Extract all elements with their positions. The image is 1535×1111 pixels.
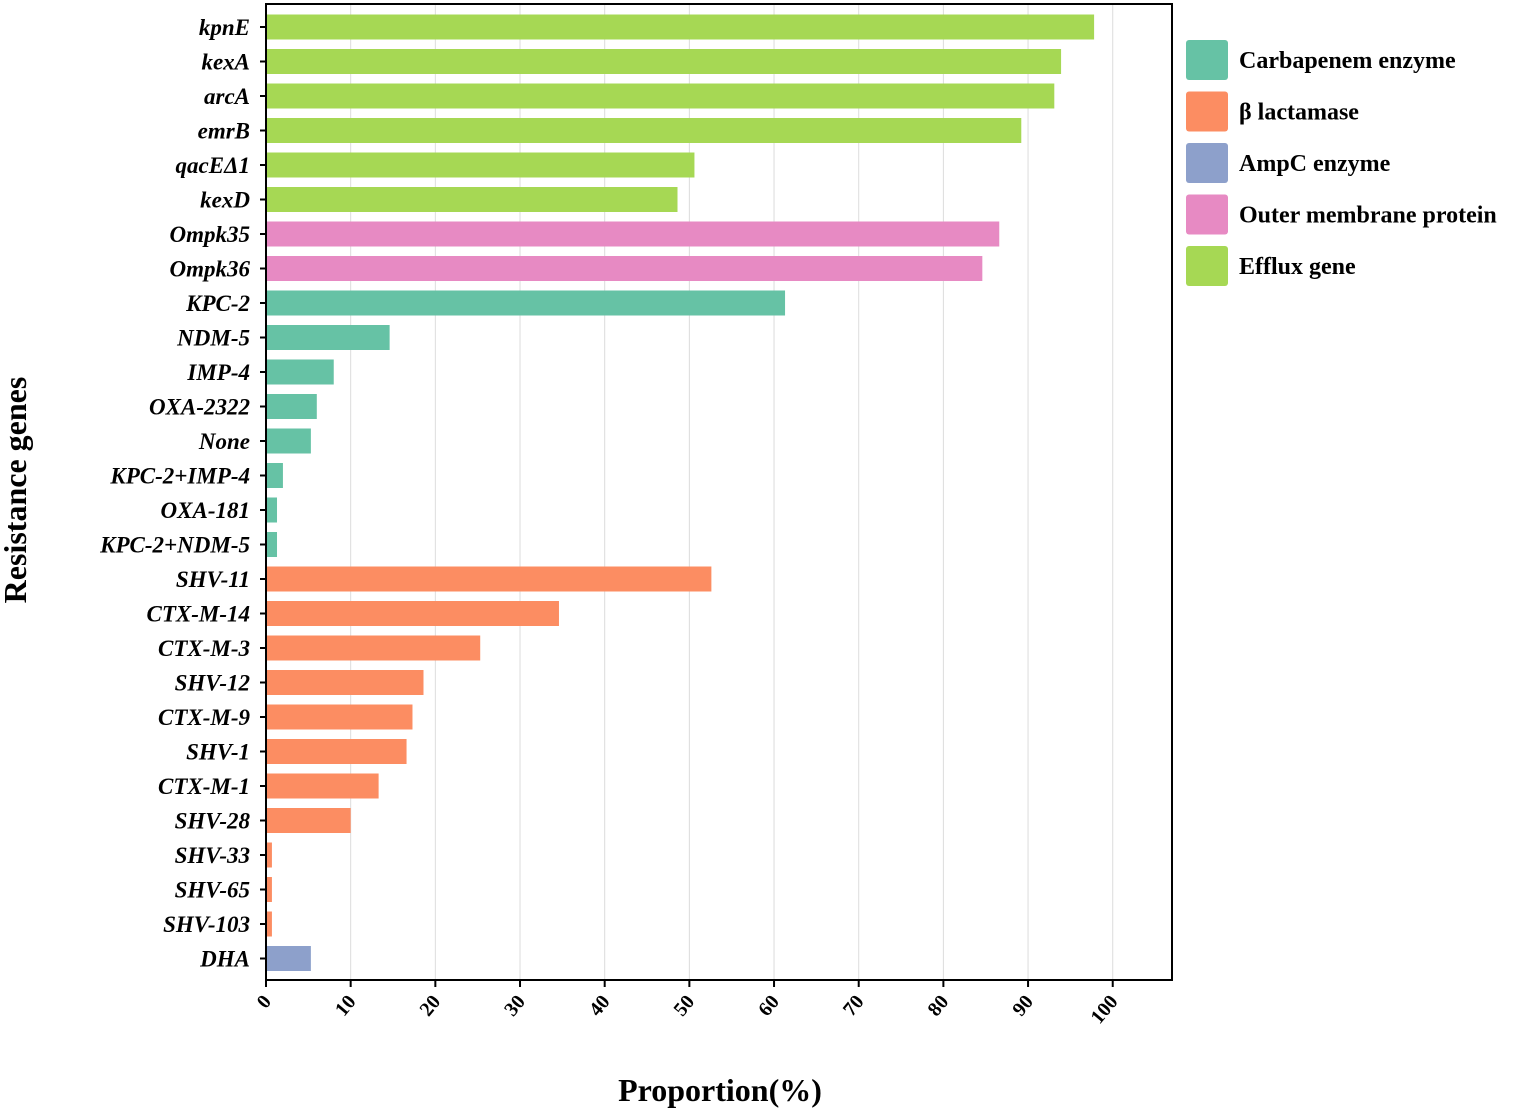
bar-kexa [266, 49, 1062, 74]
y-tick-label: kexD [200, 188, 250, 213]
legend-swatch [1186, 194, 1228, 235]
legend-label: Efflux gene [1239, 254, 1356, 280]
y-tick-label: Ompk35 [170, 222, 251, 247]
bar-shv-1 [266, 739, 407, 764]
bar-ompk35 [266, 221, 1000, 247]
bar-shv-103 [266, 911, 272, 937]
bar-oxa-181 [266, 497, 278, 523]
grid-lines [350, 4, 1114, 980]
y-axis-ticks: kpnE kexA arcA emrB qacEΔ1 kexD Ompk35 Ompk36 KP… [99, 15, 266, 972]
bar-ctx-m-9 [266, 704, 413, 730]
legend-label: Carbapenem enzyme [1239, 48, 1456, 74]
bar-kexd [266, 187, 678, 212]
x-tick-label: 30 [500, 991, 530, 1020]
bar-qace-1 [266, 152, 695, 178]
bar-shv-12 [266, 670, 424, 695]
legend-label: Outer membrane protein [1239, 203, 1497, 229]
legend-swatch [1186, 91, 1228, 132]
y-tick-label: SHV-1 [186, 740, 250, 765]
plot-frame [265, 3, 1173, 981]
y-tick-label: None [198, 429, 250, 454]
y-tick-label: KPC-2+NDM-5 [99, 533, 250, 558]
legend-label: AmpC enzyme [1239, 151, 1391, 177]
x-tick-label: 90 [1008, 991, 1038, 1020]
y-tick-label: arcA [204, 84, 250, 109]
x-tick-label: 70 [839, 991, 869, 1020]
y-tick-label: KPC-2+IMP-4 [109, 464, 250, 489]
y-tick-label: SHV-33 [175, 843, 250, 868]
x-tick-label: 10 [331, 991, 361, 1020]
y-tick-label: kexA [201, 50, 250, 75]
bar-shv-28 [266, 808, 351, 833]
legend-swatch [1186, 143, 1228, 183]
y-tick-label: SHV-11 [176, 567, 250, 592]
x-tick-label: 100 [1086, 991, 1122, 1028]
x-tick-label: 20 [415, 991, 445, 1020]
y-tick-label: CTX-M-14 [147, 602, 251, 627]
bar-shv-11 [266, 566, 712, 592]
x-axis-ticks: 0 10 20 30 40 50 60 70 80 90 100 [253, 980, 1123, 1028]
bar-oxa-2322 [266, 394, 317, 419]
bar-kpc-2 [266, 290, 786, 316]
bar-dha [266, 946, 311, 971]
bar-none [266, 428, 311, 454]
y-tick-label: KPC-2 [185, 291, 250, 316]
legend: Carbapenem enzyme β lactamase AmpC enzyme O… [1186, 40, 1497, 286]
y-tick-label: kpnE [199, 15, 250, 40]
legend-swatch [1186, 40, 1228, 80]
bar-ompk36 [266, 256, 983, 281]
legend-swatch [1186, 246, 1228, 286]
bar-emrb [266, 118, 1022, 143]
bar-ctx-m-1 [266, 773, 379, 799]
bars [266, 14, 1095, 971]
bar-ctx-m-14 [266, 601, 559, 626]
y-tick-label: OXA-181 [161, 498, 250, 523]
y-tick-label: CTX-M-3 [158, 636, 250, 661]
bar-shv-65 [266, 877, 272, 902]
y-tick-label: SHV-103 [163, 912, 250, 937]
bar-kpc-2-imp-4 [266, 463, 283, 488]
y-tick-label: IMP-4 [186, 360, 250, 385]
bar-ndm-5 [266, 325, 390, 350]
legend-label: β lactamase [1239, 100, 1359, 126]
x-tick-label: 50 [669, 991, 699, 1020]
bar-ctx-m-3 [266, 635, 481, 661]
y-tick-label: emrB [198, 119, 250, 144]
y-axis-title: Resistance genes [0, 377, 33, 604]
bar-arca [266, 83, 1055, 109]
y-tick-label: Ompk36 [170, 257, 251, 282]
y-tick-label: NDM-5 [176, 326, 250, 351]
y-tick-label: SHV-65 [175, 878, 250, 903]
y-tick-label: qacEΔ1 [176, 153, 250, 178]
y-tick-label: CTX-M-9 [158, 705, 251, 730]
x-tick-label: 80 [924, 991, 954, 1020]
bar-imp-4 [266, 359, 334, 385]
bar-kpne [266, 14, 1095, 40]
bar-shv-33 [266, 842, 272, 868]
y-tick-label: OXA-2322 [149, 395, 250, 420]
x-axis-title: Proportion(%) [618, 1072, 822, 1108]
y-tick-label: CTX-M-1 [158, 774, 250, 799]
y-tick-label: DHA [199, 947, 250, 972]
y-tick-label: SHV-28 [175, 809, 251, 834]
x-tick-label: 60 [754, 991, 784, 1020]
bar-kpc-2-ndm-5 [266, 532, 278, 557]
x-tick-label: 0 [253, 991, 276, 1013]
x-tick-label: 40 [585, 991, 615, 1020]
y-tick-label: SHV-12 [175, 671, 250, 696]
